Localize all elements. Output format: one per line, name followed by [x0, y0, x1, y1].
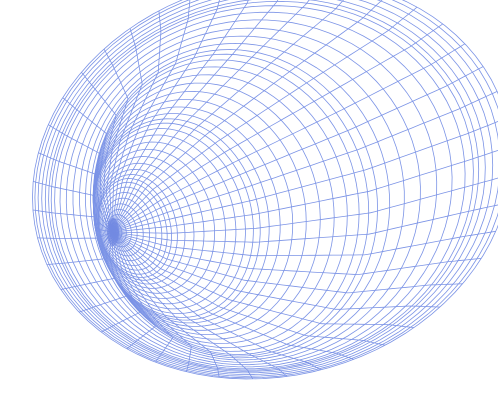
meridian-line	[111, 231, 496, 257]
meridian-line	[111, 121, 498, 233]
meridian-line	[111, 6, 418, 233]
meridian-line	[111, 10, 162, 232]
meridian-line	[111, 231, 220, 378]
meridian-line	[37, 231, 113, 241]
wireframe-mesh	[32, 0, 498, 380]
meridian-line	[32, 209, 113, 233]
meridian-line	[111, 23, 444, 233]
meridian-line	[111, 0, 249, 233]
meridian-line	[111, 231, 156, 350]
vanishing-point	[107, 218, 119, 246]
meridian-line	[62, 97, 113, 233]
meridian-line	[112, 177, 498, 234]
meridian-line	[111, 231, 254, 380]
meridian-line	[109, 28, 143, 232]
meridian-line	[111, 231, 288, 377]
meridian-line	[111, 231, 355, 360]
meridian-line	[111, 0, 220, 233]
meridian-line	[111, 231, 174, 363]
meridian-line	[111, 0, 279, 233]
meridian-line	[111, 231, 192, 372]
meridian-line	[81, 71, 117, 233]
meridian-line	[111, 231, 415, 328]
meridian-line	[48, 124, 113, 233]
meridian-line	[111, 0, 191, 233]
meridian-line	[111, 0, 345, 233]
meridian-line	[111, 231, 482, 276]
meridian-line	[111, 204, 498, 243]
meridian-line	[111, 231, 386, 346]
meridian-line	[38, 152, 113, 233]
meridian-line	[33, 181, 113, 233]
meridian-line	[111, 231, 322, 371]
meridian-line	[111, 149, 498, 233]
meridian-line	[111, 231, 440, 310]
meridian-line	[100, 232, 141, 333]
meridian-line	[111, 0, 383, 233]
meridian-line	[111, 0, 310, 233]
meridian-line	[111, 231, 463, 294]
meridian-line	[111, 43, 466, 233]
meridian-line	[103, 48, 129, 233]
meridian-line	[111, 91, 498, 233]
meridian-line	[111, 66, 484, 233]
